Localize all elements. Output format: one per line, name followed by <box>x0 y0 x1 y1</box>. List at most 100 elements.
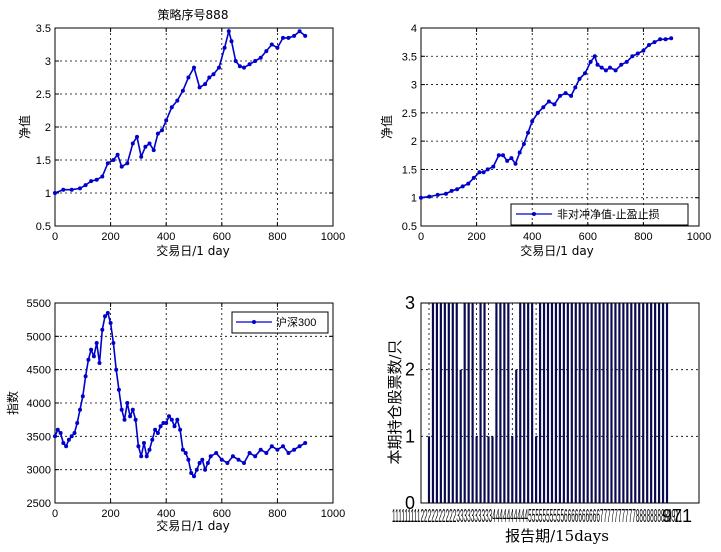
data-point <box>275 45 280 50</box>
data-point <box>577 76 582 81</box>
data-point <box>100 174 105 179</box>
bar <box>487 436 490 503</box>
bar <box>511 436 514 503</box>
bar <box>558 303 561 503</box>
data-point <box>303 33 308 38</box>
y-tick-label: 2 <box>405 360 415 380</box>
data-point <box>150 437 155 442</box>
data-point <box>477 170 482 175</box>
y-axis-label: 净值 <box>379 115 394 139</box>
data-point <box>281 444 285 449</box>
data-point <box>125 161 130 166</box>
data-point <box>164 118 169 123</box>
data-point <box>78 186 82 191</box>
y-tick-label: 3500 <box>27 431 51 443</box>
y-tick-label: 1 <box>45 188 51 200</box>
data-point <box>211 72 216 77</box>
data-point <box>105 161 110 166</box>
data-point <box>147 447 152 452</box>
x-tick-label: 800 <box>268 508 286 520</box>
data-point <box>641 48 646 53</box>
data-point <box>72 431 77 435</box>
data-point <box>125 401 130 405</box>
data-point <box>119 164 124 169</box>
bar <box>566 303 569 503</box>
x-tick-label: 600 <box>213 508 231 520</box>
bar <box>455 303 458 503</box>
data-point <box>233 59 238 63</box>
data-point <box>455 187 460 192</box>
data-point <box>286 451 291 455</box>
data-point <box>253 454 258 459</box>
data-point <box>147 141 152 146</box>
data-point <box>658 37 663 42</box>
y-tick-label: 3 <box>405 293 415 313</box>
bar <box>630 303 633 503</box>
data-point <box>169 417 174 422</box>
data-point <box>292 33 297 38</box>
data-point <box>599 65 604 70</box>
bar <box>550 303 554 503</box>
x-tick-label: 400 <box>157 231 175 243</box>
bar <box>515 369 518 503</box>
bar <box>622 303 625 503</box>
data-point <box>192 474 196 479</box>
data-point <box>466 181 471 186</box>
bar <box>519 303 522 503</box>
data-point <box>558 93 562 98</box>
data-point <box>64 444 69 449</box>
data-point <box>66 437 71 442</box>
data-point <box>197 461 202 465</box>
y-tick-label: 5500 <box>27 298 51 310</box>
data-point <box>100 327 105 332</box>
data-point <box>517 150 522 155</box>
y-tick-label: 2500 <box>27 498 51 510</box>
data-point <box>115 152 120 157</box>
bar <box>427 436 431 503</box>
data-point <box>630 54 635 59</box>
bar <box>570 303 573 503</box>
data-point <box>139 454 144 459</box>
data-point <box>286 35 291 40</box>
data-point <box>552 102 557 107</box>
bar <box>610 303 613 503</box>
data-point <box>89 347 94 352</box>
legend-marker <box>532 212 536 216</box>
data-point <box>75 421 80 425</box>
data-point <box>155 131 160 136</box>
data-point <box>155 431 160 435</box>
chart-csi300-index: 交易日/1 day 指数 沪深300 0 200 400 600 800 1000 2500… <box>5 298 345 533</box>
data-point <box>139 154 144 159</box>
data-point <box>61 187 66 192</box>
chart-holdings-count: 报告期/15days 本期持仓股票数/只 1111111112222222222… <box>386 293 700 545</box>
x-tick-label: 600 <box>579 231 597 243</box>
data-point <box>89 179 94 184</box>
bar <box>447 303 450 503</box>
data-point <box>58 431 63 435</box>
bar <box>586 303 589 503</box>
data-point <box>53 191 57 195</box>
data-point <box>608 65 612 70</box>
bar <box>650 303 653 503</box>
bar <box>546 303 550 503</box>
y-axis-label: 净值 <box>17 115 32 139</box>
data-point <box>419 195 423 200</box>
data-point <box>94 177 99 182</box>
data-point <box>509 156 514 161</box>
data-point <box>180 88 185 93</box>
data-point <box>652 40 657 45</box>
data-point <box>133 417 138 422</box>
x-tick-label: 800 <box>634 231 652 243</box>
grid <box>55 28 333 226</box>
x-axis-label: 交易日/1 day <box>156 518 230 533</box>
data-point <box>253 59 258 63</box>
data-point <box>94 341 99 345</box>
y-tick-label: 3 <box>45 56 51 68</box>
data-point <box>303 441 308 445</box>
bar <box>542 303 546 503</box>
data-point <box>97 361 102 365</box>
data-point <box>501 153 505 158</box>
plot-area-border <box>420 27 700 227</box>
bar <box>443 303 446 503</box>
bar <box>491 436 494 503</box>
